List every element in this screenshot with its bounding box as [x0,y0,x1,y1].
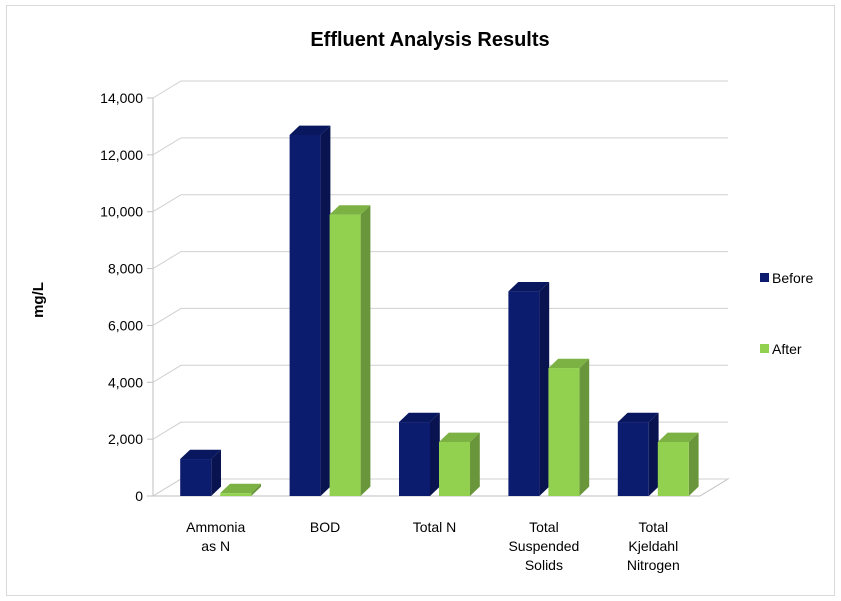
legend-label-before: Before [772,270,813,286]
x-tick-label-line: Nitrogen [627,557,680,573]
x-tick-label-line: Total [529,519,559,535]
bar-before [289,125,331,496]
legend-swatch-before [760,273,769,282]
bar-front [508,291,540,496]
y-tick-label: 2,000 [108,431,143,447]
bar-side [539,281,550,496]
x-tick-label: Total Suspended Solids [508,519,579,573]
bar-front [180,459,212,496]
bar-front [657,441,689,496]
bar-front [439,441,470,496]
bar-top [220,483,261,494]
legend-label-after: After [772,341,802,357]
bar-front [617,422,649,496]
y-tick-label: 6,000 [108,317,143,333]
bar-top [399,412,440,423]
x-tick-label-line: Suspended [508,538,579,554]
bar-top [329,205,371,215]
bar-top [439,432,480,442]
bar-side [430,412,440,496]
bar-side [648,412,659,496]
bar-before [508,281,550,496]
bar-after [329,205,371,497]
y-tick-label: 0 [135,488,143,504]
bar-top [289,125,331,135]
x-tick-label-line: BOD [310,519,340,535]
bar-front [289,134,321,496]
x-tick-label-line: Solids [525,557,563,573]
bar-side [251,483,261,496]
bar-after [439,432,480,496]
bar-front [329,214,361,497]
plot-area: 0 2,000 4,000 6,000 8,000 10,000 12,000 14,000 A… [100,80,730,573]
bar-top [657,432,699,442]
bar-after [220,483,261,496]
legend: Before After [760,270,813,357]
bar-before [180,449,221,496]
bar-after [548,358,590,496]
bar-top [617,412,659,423]
y-tick-label: 4,000 [108,374,143,390]
y-tick-label: 14,000 [100,90,143,106]
chart-area [6,5,835,596]
gridline [152,80,728,99]
bar-top [548,358,590,369]
gridline [152,137,728,156]
x-tick-label-line: as N [201,538,230,554]
gridline [152,194,728,213]
gridline [152,251,728,269]
legend-swatch-after [760,344,769,353]
bar-side [360,205,371,496]
bar-side [320,125,331,496]
bar-front [548,368,580,496]
gridline [152,307,728,326]
bar-top [180,449,221,460]
x-tick-label: BOD [310,519,340,535]
gridline [152,364,728,383]
bar-before [399,412,440,496]
bar-side [470,432,480,496]
x-tick-label: Total N [413,519,457,535]
bar-front [220,493,252,496]
bar-top [508,281,550,292]
y-tick-label: 10,000 [100,204,143,220]
x-tick-label-line: Total [639,519,669,535]
bar-side [211,449,221,496]
y-tick-label: 8,000 [108,261,143,277]
x-tick-label: Total Kjeldahl Nitrogen [627,519,680,573]
x-tick-label-line: Total N [413,519,457,535]
bar-side [579,358,590,496]
y-axis-label: mg/L [30,282,47,318]
bar-after [657,432,699,496]
y-tick-label: 12,000 [100,147,143,163]
x-tick-label-line: Ammonia [186,519,245,535]
bar-side [688,432,699,496]
x-tick-label: Ammonia as N [186,519,245,554]
bar-front [399,422,430,496]
bar-before [617,412,659,496]
x-tick-label-line: Kjeldahl [628,538,678,554]
chart-title: Effluent Analysis Results [310,29,549,51]
